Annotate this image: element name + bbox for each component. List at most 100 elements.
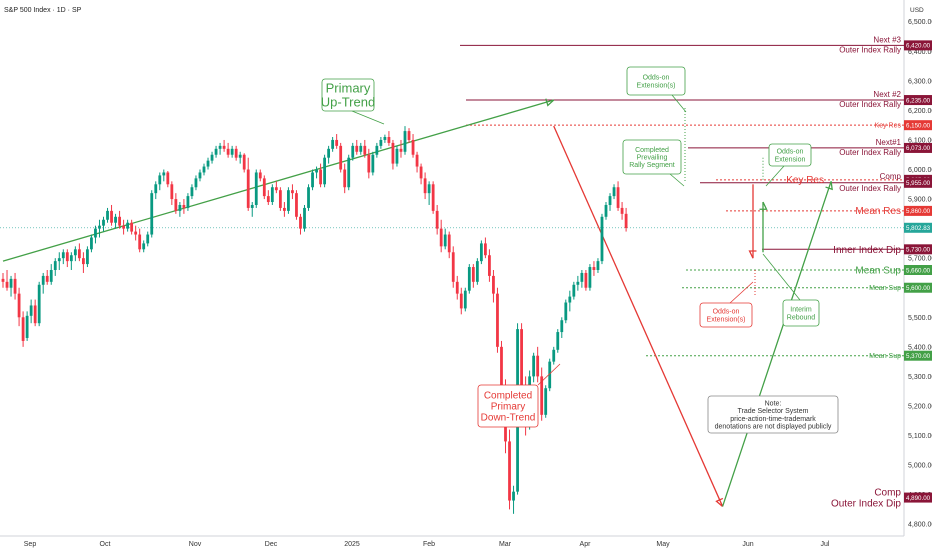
level-name: Mean Res — [855, 206, 901, 217]
price-badge-text: 6,150.00 — [906, 122, 931, 129]
candle-body — [395, 148, 399, 164]
candle-body — [57, 258, 61, 262]
candle-body — [234, 148, 238, 158]
candle-body — [560, 320, 564, 333]
candle-body — [174, 199, 178, 211]
annotation-text: Odds-on — [643, 75, 670, 82]
candle-body — [86, 249, 89, 265]
candle-body — [584, 272, 588, 288]
price-badge-text: 5,730.00 — [906, 247, 931, 254]
candle-body — [556, 332, 560, 350]
time-tick-label: Mar — [499, 541, 512, 548]
primary-up-trend-head — [545, 98, 555, 107]
level-name: Next #3 — [873, 35, 901, 44]
candle-body — [178, 204, 182, 211]
annotation-text: Rally Segment — [629, 162, 675, 169]
price-tick-label: 5,900.00 — [908, 197, 932, 204]
time-tick-label: Feb — [423, 541, 435, 548]
candle-body — [254, 172, 258, 205]
candle-body — [411, 139, 415, 155]
time-tick-label: Jun — [742, 541, 753, 548]
candle-body — [226, 148, 230, 155]
price-badge — [904, 265, 932, 275]
annotation-text: Note: — [765, 400, 782, 407]
price-badge — [904, 142, 932, 153]
candle-body — [262, 178, 266, 197]
annotation-leader — [537, 363, 561, 386]
candle-body — [94, 228, 97, 238]
candle-body — [291, 190, 294, 194]
candle-body — [154, 184, 158, 194]
candle-body — [479, 243, 483, 262]
candle-body — [41, 275, 45, 285]
candle-body — [500, 346, 503, 386]
candle-body — [138, 234, 142, 250]
rally-segment-head — [825, 181, 833, 191]
candle-body — [379, 139, 383, 146]
candle-body — [588, 267, 592, 288]
candle-body — [238, 154, 242, 158]
time-axis[interactable]: Sep Oct Nov Dec 2025 Feb Mar Apr May Jun Jul — [24, 541, 830, 548]
candle-body — [343, 169, 347, 188]
price-tick-label: 5,100.00 — [908, 433, 932, 440]
annotation-text: Odds-on — [713, 309, 740, 316]
candle-body — [202, 166, 206, 173]
annotation-box — [782, 299, 820, 327]
interim-dip-arrow-head — [748, 250, 757, 259]
level-name: Mean Sup — [869, 353, 901, 360]
candle-body — [540, 376, 544, 415]
candle-body — [387, 137, 391, 143]
candle-body — [620, 207, 624, 214]
price-tick-label: 5,200.00 — [908, 403, 932, 410]
price-badge — [904, 492, 932, 503]
price-tick-label: 5,700.00 — [908, 256, 932, 263]
candle-body — [65, 252, 69, 262]
candle-body — [122, 225, 125, 229]
price-badge — [904, 205, 932, 216]
candle-body — [218, 145, 222, 149]
candle-body — [287, 190, 290, 211]
candle-body — [110, 210, 113, 223]
candle-body — [576, 281, 580, 285]
level-name: Key Res — [875, 123, 902, 130]
annotation-text: Prevailing — [637, 154, 668, 161]
candle-body — [37, 284, 41, 324]
candle-body — [118, 216, 121, 226]
rally-segment — [721, 181, 832, 507]
annotation-leader — [351, 110, 385, 125]
candle-body — [69, 255, 73, 262]
annotation-box — [321, 78, 375, 112]
annotation-text: Extension(s) — [707, 316, 746, 323]
price-badge — [904, 95, 932, 106]
candle-body — [351, 145, 355, 158]
candle-body — [407, 131, 411, 140]
candle-body — [270, 187, 274, 203]
annotation-box — [477, 384, 539, 428]
candle-body — [295, 193, 298, 217]
candle-body — [61, 252, 65, 259]
candle-body — [520, 329, 523, 386]
level-sub: Outer Index Rally — [839, 45, 901, 54]
candle-body — [367, 154, 371, 173]
time-tick-label: Apr — [580, 541, 592, 548]
candle-body — [359, 145, 363, 152]
candle-body — [427, 184, 431, 194]
level-name: Key Res — [786, 175, 824, 186]
annotation-text: Primary — [491, 402, 525, 413]
candle-body — [323, 157, 326, 185]
candle-body — [186, 196, 190, 208]
candle-body — [182, 204, 186, 208]
price-tick-label: 6,500.00 — [908, 19, 932, 26]
candle-body — [230, 148, 234, 155]
candle-body — [17, 293, 21, 318]
candle-body — [568, 296, 572, 303]
candle-body — [274, 187, 278, 191]
completed-primary-down-trend-head — [715, 497, 724, 507]
candle-body — [25, 315, 29, 338]
candle-body — [552, 349, 556, 362]
candle-body — [170, 184, 174, 200]
level-sub: Outer Index Rally — [839, 100, 901, 109]
candle-body — [102, 219, 105, 226]
